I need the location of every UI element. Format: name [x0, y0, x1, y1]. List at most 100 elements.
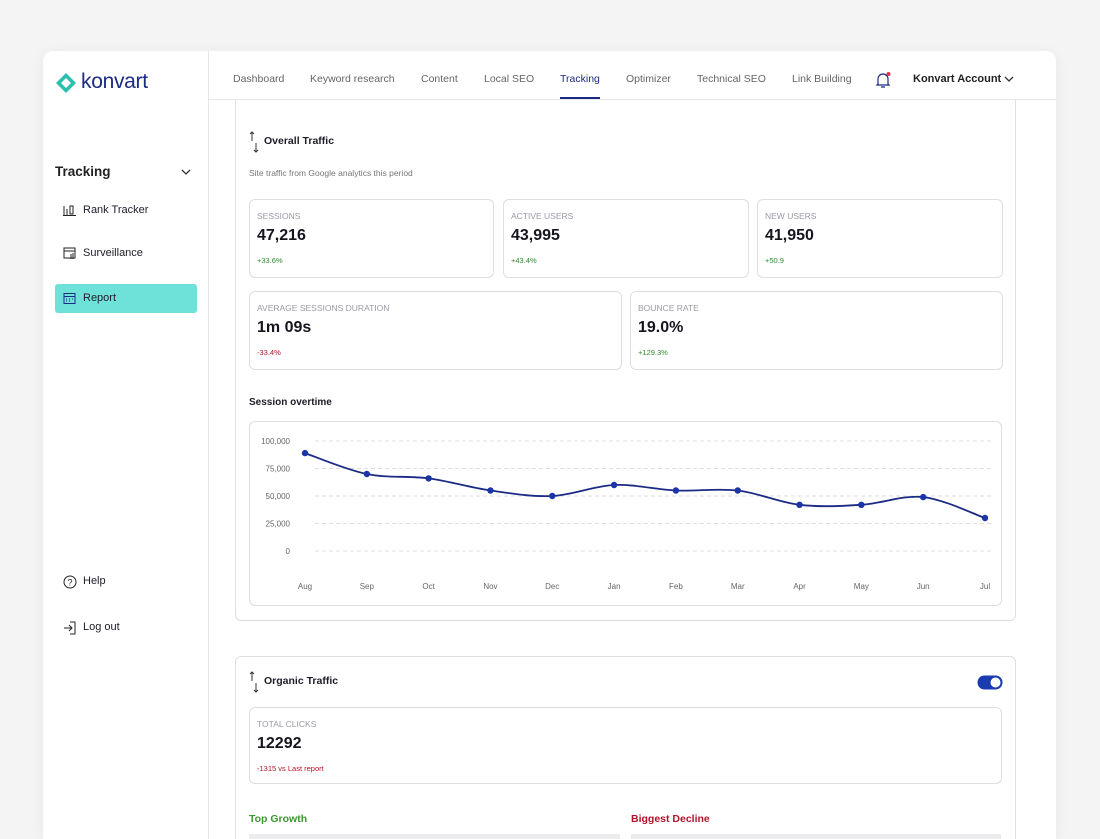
nav-item[interactable]: Dashboard — [233, 73, 285, 85]
metric-label: TOTAL CLICKS — [257, 719, 317, 729]
sidebar-item[interactable]: Report — [55, 284, 197, 313]
sidebar-label: Rank Tracker — [83, 204, 149, 216]
metric-label: SESSIONS — [257, 211, 301, 221]
chevron — [181, 169, 191, 175]
x-tick-label: Mar — [731, 582, 745, 591]
metric-value: 1m 09s — [257, 319, 312, 336]
sidebar-section[interactable]: Tracking — [55, 164, 111, 179]
metric-label: BOUNCE RATE — [638, 303, 699, 313]
nav-item[interactable]: Local SEO — [484, 73, 535, 85]
chart-title: Session overtime — [249, 397, 332, 408]
sidebar-item[interactable]: Log out — [55, 613, 197, 642]
nav-item[interactable]: Link Building — [792, 73, 852, 85]
metric-label: NEW USERS — [765, 211, 817, 221]
data-point — [981, 514, 989, 522]
data-point — [858, 501, 865, 508]
subsection-title: Biggest Decline — [631, 813, 710, 825]
chart-box: 0 25,000 50,000 75,000 100,000 Aug Sep Oct Nov De… — [249, 421, 1002, 606]
sidebar-item[interactable]: ? Help — [55, 567, 197, 596]
app-window: konvart Tracking Rank Tracker Surveillanc… — [43, 51, 1056, 839]
nav-item[interactable]: Optimizer — [626, 73, 671, 85]
icon — [63, 205, 76, 216]
section-subtitle: Site traffic from Google analytics this … — [249, 168, 413, 178]
data-point — [796, 501, 803, 508]
metric-change: -1315 vs Last report — [257, 764, 324, 773]
sort-icon — [249, 671, 259, 693]
x-tick-label: Sep — [360, 582, 375, 591]
sidebar-item[interactable]: Rank Tracker — [55, 196, 197, 225]
x-tick-label: Jun — [917, 582, 930, 591]
y-tick-label: 75,000 — [266, 465, 291, 474]
metric-change: +33.6% — [257, 256, 283, 265]
svg-text:?: ? — [67, 578, 72, 588]
sort-icon — [249, 131, 259, 153]
sidebar-label: Report — [83, 292, 117, 304]
nav-item[interactable]: Tracking — [560, 51, 600, 99]
metric-change: -33.4% — [257, 348, 281, 357]
data-point — [549, 492, 556, 500]
overall-traffic-card: Overall Traffic Site traffic from Google… — [235, 100, 1016, 621]
metric-label: AVERAGE SESSIONS DURATION — [257, 303, 390, 313]
main-content: Overall Traffic Site traffic from Google… — [209, 100, 1056, 839]
x-tick-label: Dec — [545, 582, 559, 591]
logo-icon — [56, 73, 76, 93]
logo-text: konvart — [81, 70, 148, 93]
icon — [64, 621, 76, 635]
toggle[interactable] — [977, 675, 1003, 690]
x-tick-label: May — [854, 582, 869, 591]
metric-value: 41,950 — [765, 227, 814, 244]
data-point — [301, 449, 309, 457]
section-title: Organic Traffic — [264, 675, 339, 687]
metric-value: 12292 — [257, 735, 302, 752]
data-point — [734, 487, 741, 494]
table-header — [631, 834, 1001, 839]
nav-item[interactable]: Technical SEO — [697, 73, 766, 85]
metric-change: +50.9 — [765, 256, 784, 265]
table-header — [249, 834, 620, 839]
organic-traffic-card: Organic Traffic TOTAL CLICKS 12292 -1315… — [235, 656, 1016, 839]
subsection-title: Top Growth — [249, 813, 308, 825]
section-title: Overall Traffic — [264, 135, 335, 147]
x-tick-label: Apr — [793, 582, 806, 591]
x-tick-label: Feb — [669, 582, 683, 591]
x-tick-label: Jul — [980, 582, 990, 591]
top-nav: Dashboard Keyword research Content Local SE… — [209, 51, 1056, 100]
account-name[interactable]: Konvart Account — [913, 73, 1002, 85]
metric-value: 19.0% — [638, 319, 684, 336]
data-point — [363, 470, 371, 478]
sidebar-label: Log out — [83, 621, 120, 633]
y-tick-label: 100,000 — [261, 437, 290, 446]
sidebar: konvart Tracking Rank Tracker Surveillanc… — [43, 51, 209, 839]
data-point — [425, 475, 432, 482]
icon — [63, 247, 76, 259]
metric-card: TOTAL CLICKS 12292 -1315 vs Last report — [249, 707, 1002, 784]
y-tick-label: 25,000 — [266, 520, 291, 529]
line-chart: 0 25,000 50,000 75,000 100,000 Aug Sep Oct Nov De… — [261, 437, 993, 591]
sidebar-item[interactable]: Surveillance — [55, 239, 197, 268]
metric-card: BOUNCE RATE 19.0% +129.3% — [630, 291, 1003, 370]
sidebar-label: Surveillance — [83, 247, 143, 259]
data-point — [487, 487, 494, 494]
y-tick-label: 0 — [286, 547, 291, 556]
sidebar-label: Help — [83, 575, 106, 587]
nav-item[interactable]: Keyword research — [310, 73, 395, 85]
data-point — [919, 493, 927, 501]
line — [304, 452, 986, 519]
metric-label: ACTIVE USERS — [511, 211, 574, 221]
notification-bell[interactable] — [875, 71, 891, 89]
metric-change: +129.3% — [638, 348, 668, 357]
nav-item[interactable]: Content — [421, 73, 458, 85]
metric-card: NEW USERS 41,950 +50.9 — [757, 199, 1003, 278]
metric-card: SESSIONS 47,216 +33.6% — [249, 199, 494, 278]
x-tick-label: Jan — [608, 582, 621, 591]
chevron — [1004, 76, 1014, 82]
metric-card: ACTIVE USERS 43,995 +43.4% — [503, 199, 749, 278]
y-tick-label: 50,000 — [266, 492, 291, 501]
metric-change: +43.4% — [511, 256, 537, 265]
metric-value: 47,216 — [257, 227, 306, 244]
data-point — [672, 487, 680, 494]
x-tick-label: Aug — [298, 582, 312, 591]
icon — [63, 293, 76, 304]
metric-card: AVERAGE SESSIONS DURATION 1m 09s -33.4% — [249, 291, 622, 370]
